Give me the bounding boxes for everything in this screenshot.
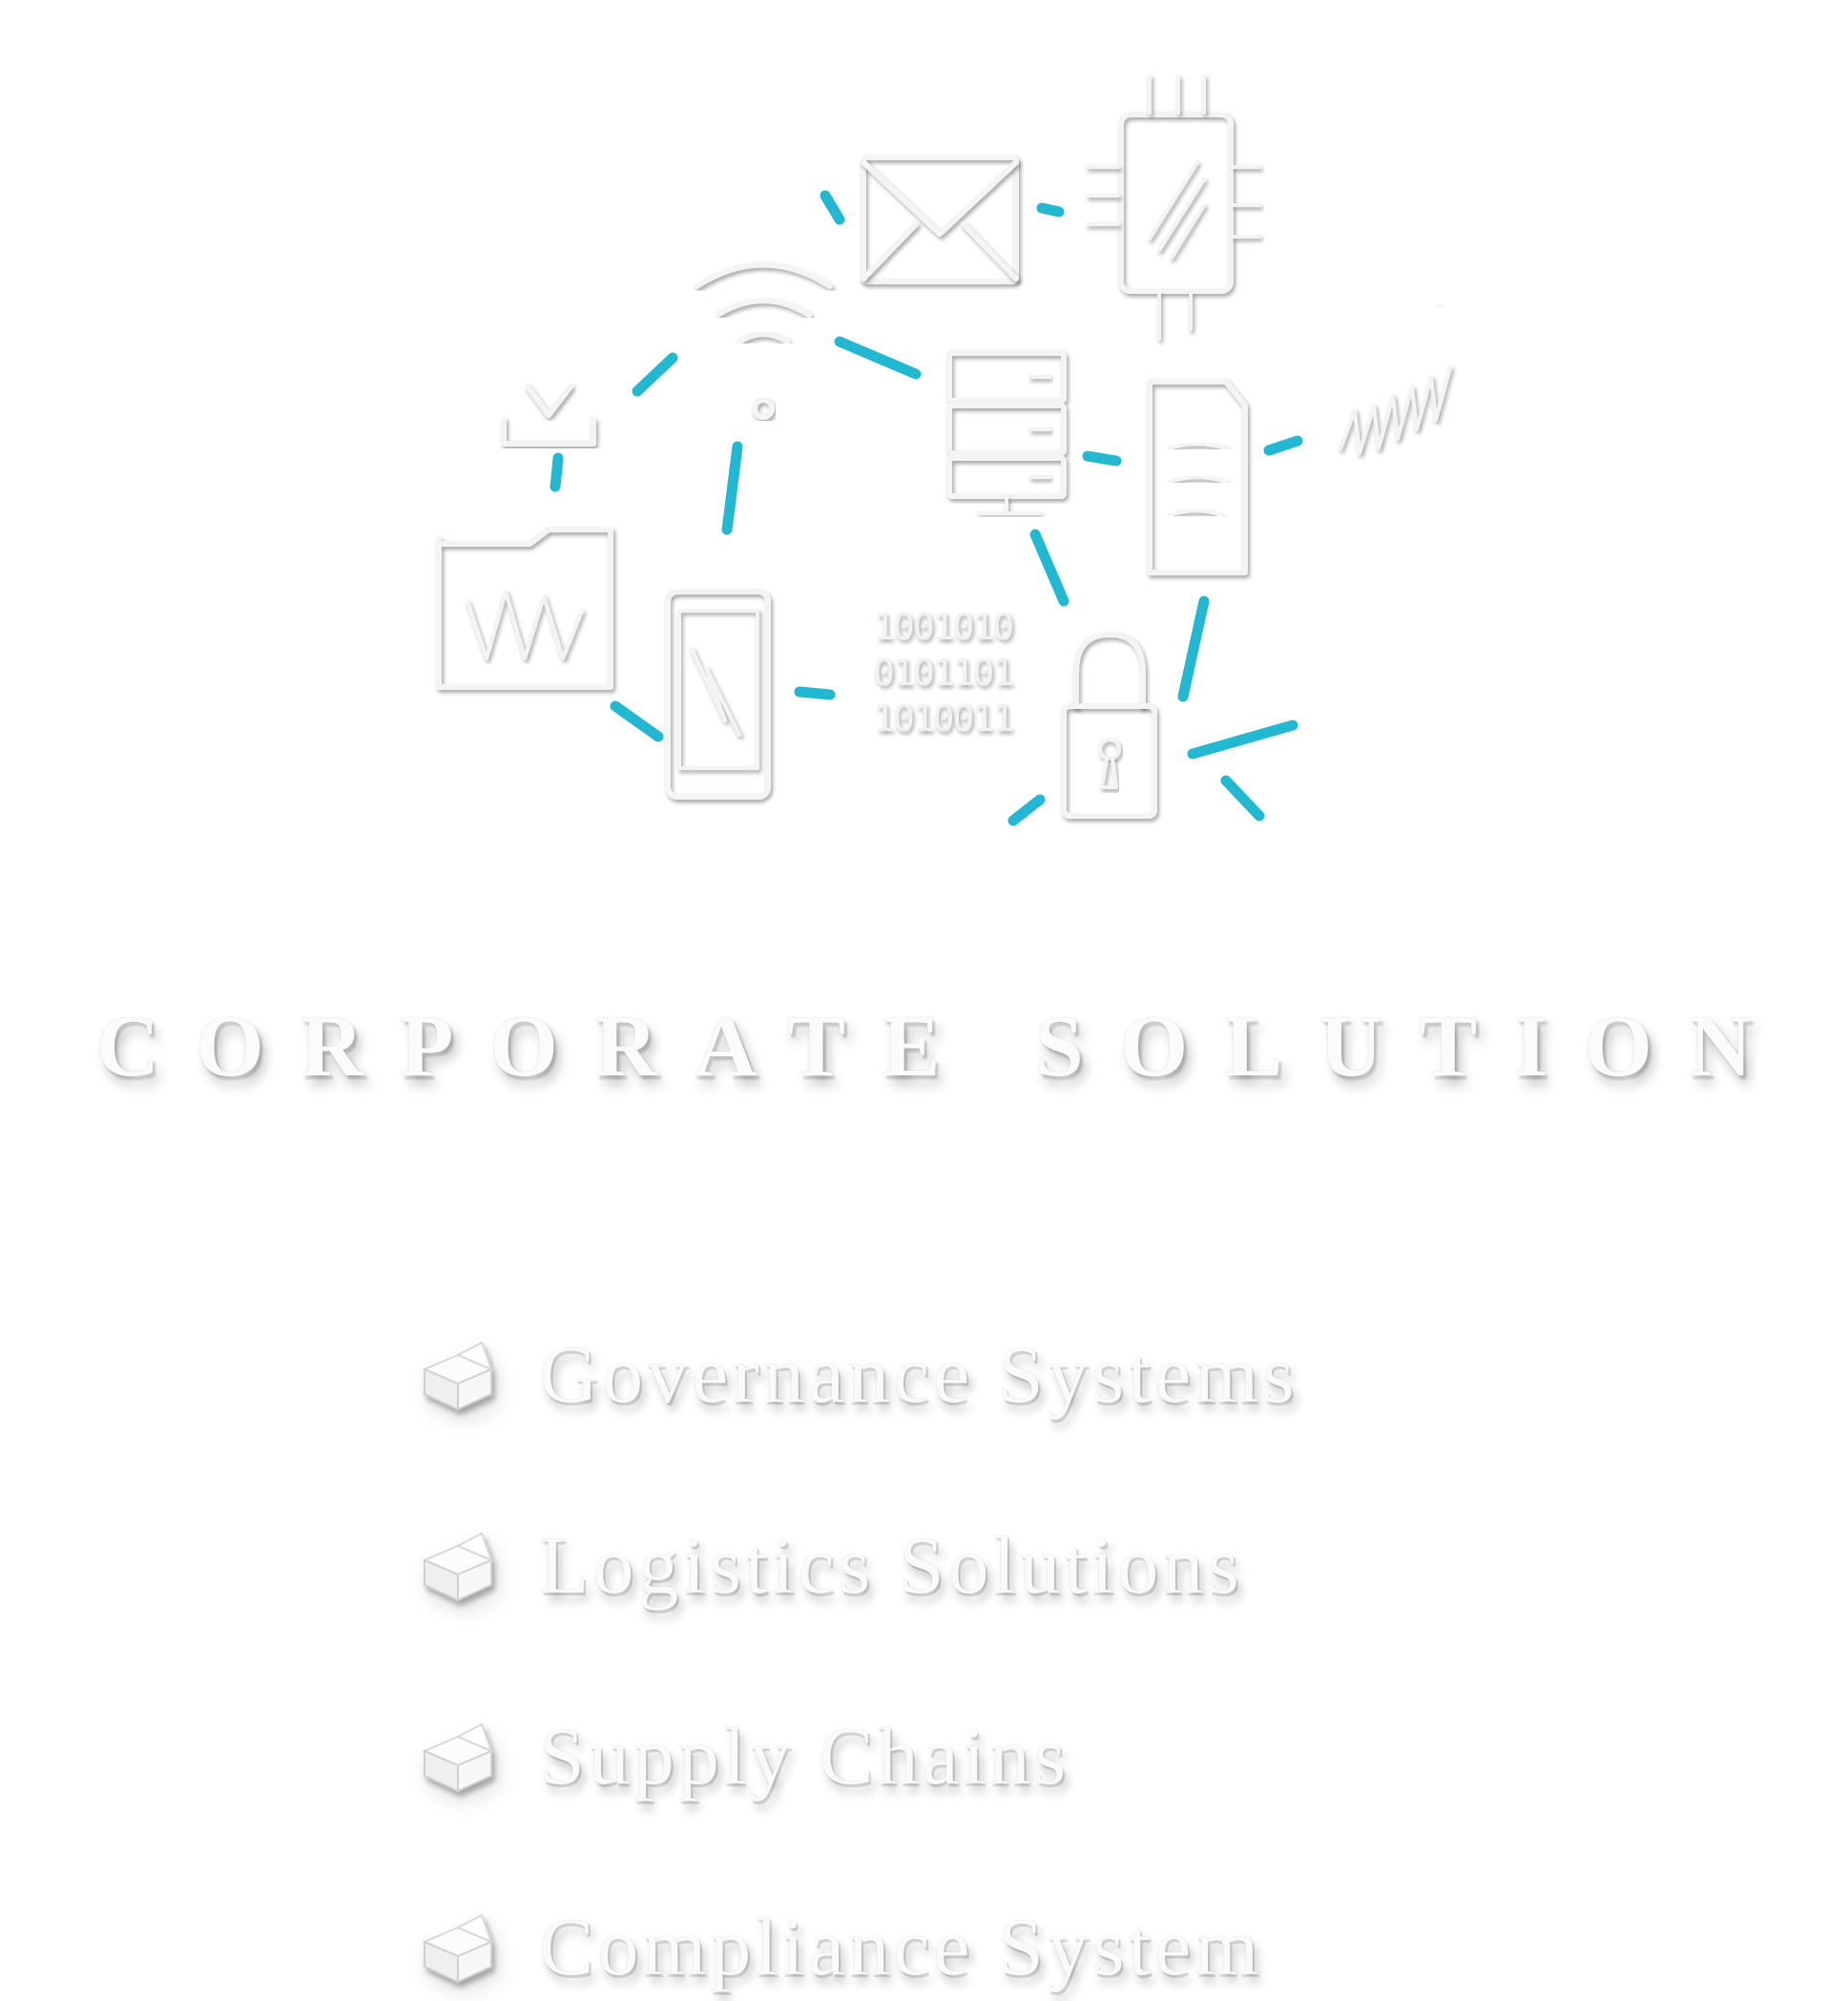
list-item: Governance Systems <box>415 1279 1560 1469</box>
feature-label: Logistics Solutions <box>539 1519 1243 1611</box>
cube-bullet-icon <box>422 1341 494 1411</box>
binary-row-2: 0101101 <box>873 652 1012 694</box>
download-icon <box>501 312 596 447</box>
list-item: Supply Chains <box>415 1660 1560 1851</box>
feature-label: Supply Chains <box>539 1710 1070 1802</box>
page-title: CORPORATE SOLUTION <box>95 997 1789 1094</box>
padlock-icon <box>1061 632 1157 819</box>
feature-list: Governance Systems Logistics Solutions S… <box>415 1279 1560 2001</box>
chip-icon <box>1086 74 1261 341</box>
server-icon <box>946 350 1067 515</box>
smartphone-icon <box>665 589 771 800</box>
cube-bullet-icon <box>422 1722 494 1793</box>
binary-row-1: 1001010 <box>873 606 1012 648</box>
network-illustration: 1001010 0101101 1010011 <box>0 0 1848 859</box>
connection-lines <box>550 190 1303 826</box>
feature-label: Governance Systems <box>539 1328 1298 1420</box>
mail-icon <box>861 155 1019 284</box>
illustration-canvas: 1001010 0101101 1010011 <box>436 74 1452 826</box>
spring-icon <box>1339 303 1452 455</box>
document-icon <box>1147 379 1248 575</box>
cube-bullet-icon <box>422 1532 494 1602</box>
feature-label: Compliance System <box>539 1901 1263 1992</box>
binary-icon: 1001010 0101101 1010011 <box>873 606 1014 740</box>
list-item: Logistics Solutions <box>415 1469 1560 1660</box>
cube-bullet-icon <box>422 1913 494 1984</box>
list-item: Compliance System <box>415 1851 1560 2001</box>
wifi-icon <box>694 261 833 420</box>
binary-row-3: 1010011 <box>873 698 1012 740</box>
folder-icon <box>436 527 613 690</box>
